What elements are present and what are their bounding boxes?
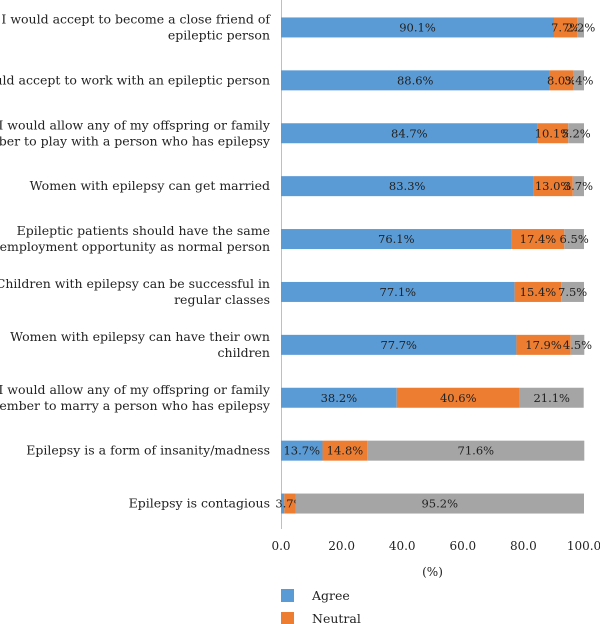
data-label-neutral: 13.0% bbox=[535, 179, 572, 193]
bar-neutral-segment bbox=[516, 334, 571, 355]
legend-swatch-neutral bbox=[281, 612, 294, 624]
bar-disagree-segment bbox=[572, 176, 584, 197]
x-tick-label: 100.0 bbox=[567, 539, 600, 553]
bar-agree-segment bbox=[281, 229, 512, 250]
data-label-agree: 84.7% bbox=[391, 126, 428, 140]
data-label-agree: 76.1% bbox=[378, 232, 415, 246]
category-label: I would allow any of my offspring or fam… bbox=[0, 382, 271, 413]
category-label: Epilepsy is a form of insanity/madness bbox=[26, 443, 270, 458]
x-tick-label: 60.0 bbox=[449, 539, 476, 553]
data-label-disagree: 4.5% bbox=[563, 338, 592, 352]
data-label-neutral: 10.1% bbox=[535, 126, 572, 140]
bar-neutral-segment bbox=[514, 281, 562, 302]
x-axis-title: (%) bbox=[422, 565, 443, 579]
data-label-disagree: 95.2% bbox=[421, 497, 458, 511]
bar-agree-segment bbox=[281, 176, 534, 197]
bar-agree-segment bbox=[281, 387, 397, 408]
data-label-agree: 38.2% bbox=[321, 391, 358, 405]
data-label-neutral: 17.4% bbox=[520, 232, 557, 246]
data-label-disagree: 5.2% bbox=[562, 126, 591, 140]
bar-disagree-segment bbox=[295, 493, 584, 514]
bar-disagree-segment bbox=[573, 70, 584, 91]
bar-agree-segment bbox=[281, 70, 550, 91]
data-label-disagree: 6.5% bbox=[560, 232, 589, 246]
category-label: Women with epilepsy can get married bbox=[30, 178, 270, 193]
data-label-disagree: 71.6% bbox=[458, 444, 495, 458]
bar-disagree-segment bbox=[577, 17, 584, 38]
bar-neutral-segment bbox=[554, 17, 578, 38]
legend-label-neutral: Neutral bbox=[312, 611, 361, 624]
category-label: I would accept to work with an epileptic… bbox=[0, 72, 270, 87]
data-label-disagree: 2.2% bbox=[566, 20, 595, 34]
category-label: I would allow any of my offspring or fam… bbox=[0, 117, 271, 148]
bar-agree-segment bbox=[281, 440, 323, 461]
data-label-neutral: 40.6% bbox=[440, 391, 477, 405]
data-label-neutral: 14.8% bbox=[327, 444, 364, 458]
data-label-disagree: 7.5% bbox=[558, 285, 587, 299]
data-label-agree: 83.3% bbox=[389, 179, 426, 193]
data-label-neutral: 8.0% bbox=[547, 73, 576, 87]
category-label: Children with epilepsy can be successful… bbox=[0, 276, 270, 307]
bar-agree-segment bbox=[281, 334, 517, 355]
data-label-disagree: 21.1% bbox=[533, 391, 570, 405]
bar-agree-segment bbox=[281, 17, 555, 38]
data-label-agree: 90.1% bbox=[399, 20, 436, 34]
bar-neutral-segment bbox=[284, 493, 296, 514]
bar-disagree-segment bbox=[564, 229, 584, 250]
bar-disagree-segment bbox=[568, 123, 584, 144]
bar-disagree-segment bbox=[519, 387, 584, 408]
x-tick-label: 40.0 bbox=[389, 539, 416, 553]
legend-label-agree: Agree bbox=[311, 588, 350, 603]
data-label-agree: 77.1% bbox=[380, 285, 417, 299]
category-label: Epilepsy is contagious bbox=[129, 496, 270, 511]
category-label: I would accept to become a close friend … bbox=[1, 11, 271, 42]
data-label-agree: 13.7% bbox=[283, 444, 320, 458]
category-label: Epileptic patients should have the same e… bbox=[0, 223, 270, 254]
bar-neutral-segment bbox=[537, 123, 569, 144]
bar-agree-segment bbox=[281, 123, 538, 144]
x-tick-label: 0.0 bbox=[271, 539, 290, 553]
data-label-neutral: 15.4% bbox=[520, 285, 557, 299]
legend-swatch-agree bbox=[281, 589, 294, 602]
data-label-neutral: 17.9% bbox=[525, 338, 562, 352]
bar-neutral-segment bbox=[322, 440, 368, 461]
bar-neutral-segment bbox=[549, 70, 574, 91]
bar-neutral-segment bbox=[396, 387, 520, 408]
category-label: Women with epilepsy can have their own ch… bbox=[10, 329, 270, 360]
bar-disagree-segment bbox=[561, 281, 584, 302]
data-label-disagree: 3.7% bbox=[564, 179, 593, 193]
bar-disagree-segment bbox=[570, 334, 585, 355]
bar-neutral-segment bbox=[511, 229, 565, 250]
data-label-disagree: 3.4% bbox=[564, 73, 593, 87]
bar-agree-segment bbox=[281, 493, 285, 514]
x-tick-label: 20.0 bbox=[328, 539, 355, 553]
bar-neutral-segment bbox=[533, 176, 573, 197]
data-label-agree: 88.6% bbox=[397, 73, 434, 87]
data-label-neutral: 7.7% bbox=[551, 20, 580, 34]
data-label-agree: 77.7% bbox=[380, 338, 417, 352]
bar-agree-segment bbox=[281, 281, 515, 302]
bar-disagree-segment bbox=[367, 440, 585, 461]
x-tick-label: 80.0 bbox=[510, 539, 537, 553]
